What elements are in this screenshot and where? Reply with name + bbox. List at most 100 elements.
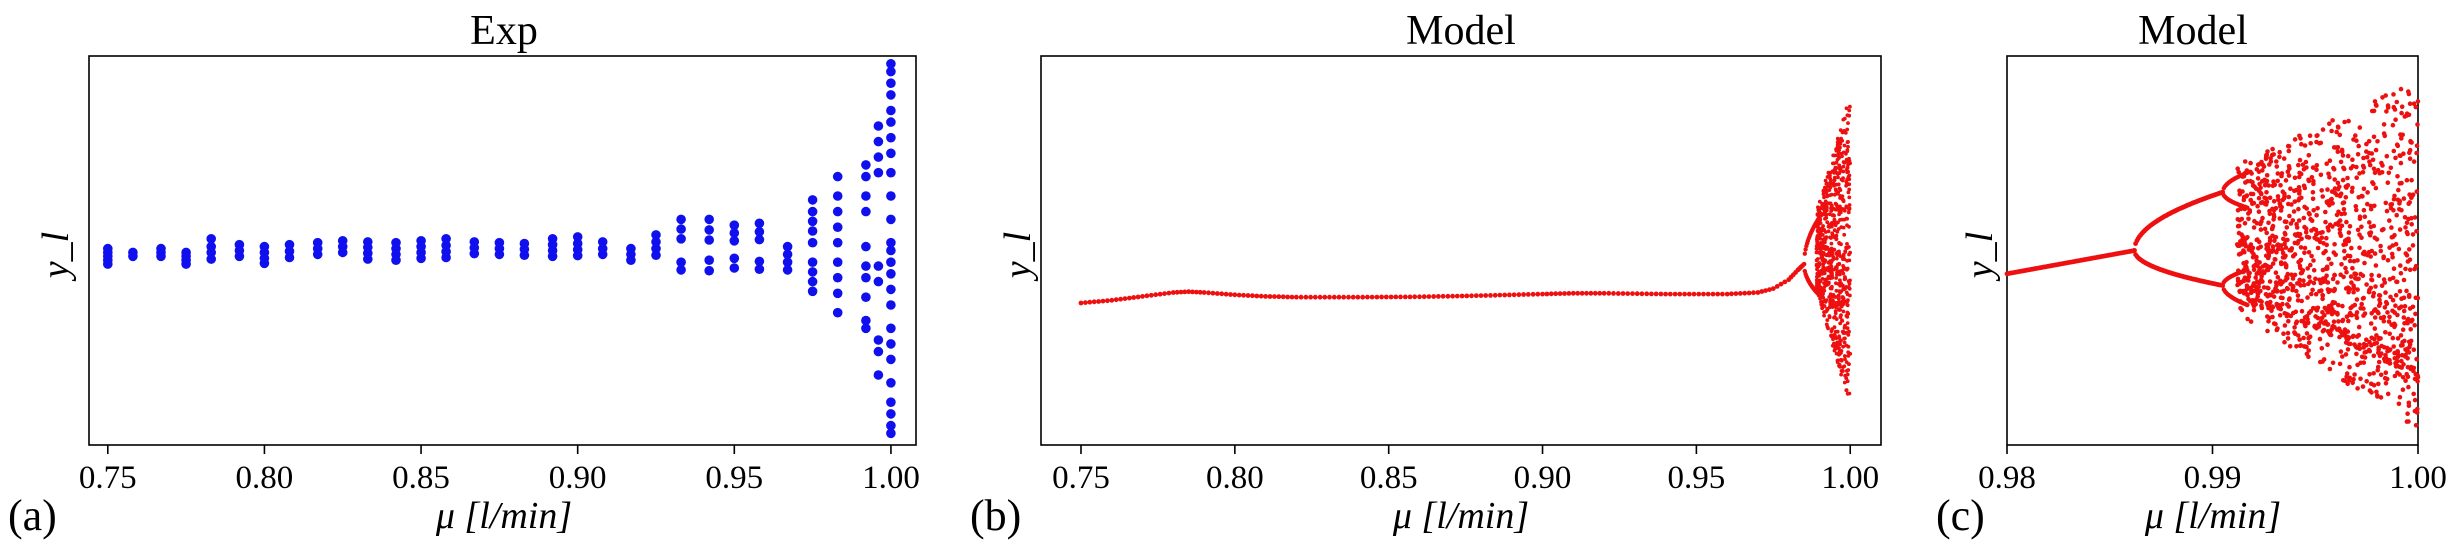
model-point [2349,312,2355,318]
model-point [1312,294,1318,300]
model-point [2264,173,2270,178]
model-point [2404,177,2410,183]
model-point [1615,291,1621,296]
model-point [1566,291,1572,296]
model-point [2322,305,2328,311]
model-point [2257,181,2262,187]
model-point [1100,298,1106,304]
model-point [2271,152,2276,157]
model-point [2350,157,2355,162]
model-point [1832,213,1836,218]
panel-a-x-tick-label: 1.00 [862,460,920,496]
model-point [1815,223,1820,228]
model-point [2331,288,2336,294]
model-point [2400,327,2406,333]
model-point [2335,124,2341,130]
model-point [1820,258,1825,263]
model-point [2273,321,2278,327]
model-point [1816,208,1821,212]
model-point [2293,331,2298,337]
model-point [1724,291,1730,297]
model-point [1842,257,1847,261]
model-point [2343,352,2349,357]
model-point [2362,249,2367,255]
model-point [2337,328,2343,333]
model-point [2301,183,2307,189]
model-point [2256,195,2262,201]
model-point [1830,271,1834,276]
model-point [2389,225,2394,230]
model-point [2240,174,2245,179]
model-point [2367,339,2372,345]
model-point [2381,277,2387,282]
model-point [2332,186,2338,191]
model-point [2314,167,2319,172]
model-point [2278,243,2284,248]
model-point [2378,336,2383,341]
model-point [2412,215,2418,220]
model-point [2393,155,2398,161]
model-point [2406,384,2411,390]
model-point [2267,195,2273,201]
model-point [1774,284,1780,289]
model-point [1686,291,1692,297]
model-point [1847,177,1852,182]
model-point [1836,358,1840,363]
model-point [2335,280,2340,285]
model-point [2248,197,2254,203]
model-point [1658,291,1664,297]
panel-b-x-tick-label: 0.90 [1514,460,1572,496]
data-point [259,258,270,269]
model-point [1398,294,1403,300]
data-point [704,225,714,235]
model-point [2387,331,2392,337]
data-point [626,255,636,265]
model-point [2236,169,2241,175]
model-point [2414,143,2420,148]
model-point [2377,301,2383,306]
model-point [2374,237,2380,242]
model-point [2368,230,2374,235]
model-point [2397,181,2403,186]
model-point [2242,221,2248,226]
model-point [1190,289,1195,295]
model-point [2294,221,2299,227]
data-point [832,257,843,268]
model-point [2274,159,2279,164]
model-point [2398,263,2403,268]
model-point [2399,207,2404,213]
model-point [2366,249,2372,255]
model-point [2403,225,2408,230]
model-point [2412,397,2418,403]
data-point [807,257,818,268]
model-point [1847,182,1852,187]
model-point [2319,188,2324,193]
model-point [2285,169,2291,174]
model-point [2373,185,2379,191]
model-point [2249,288,2254,293]
model-point [2265,263,2270,269]
model-point [1832,175,1837,180]
model-point [2413,104,2419,110]
model-point [1841,369,1845,373]
model-point [1830,343,1835,348]
model-point [1839,357,1844,362]
data-point [128,251,138,262]
model-point [2342,378,2348,384]
model-point [2393,303,2398,309]
model-point [2398,132,2403,137]
model-point [2299,308,2305,314]
model-point [2372,251,2378,256]
model-point [2413,371,2418,377]
model-point [2362,214,2368,219]
model-point [2354,310,2360,315]
model-point [2295,281,2300,286]
model-point [1374,294,1380,300]
model-point [2286,318,2291,324]
data-point [469,248,480,259]
model-point [2409,222,2414,227]
model-point [2251,307,2257,313]
data-point [873,276,884,287]
model-point [2391,266,2397,272]
model-point [1492,292,1498,298]
